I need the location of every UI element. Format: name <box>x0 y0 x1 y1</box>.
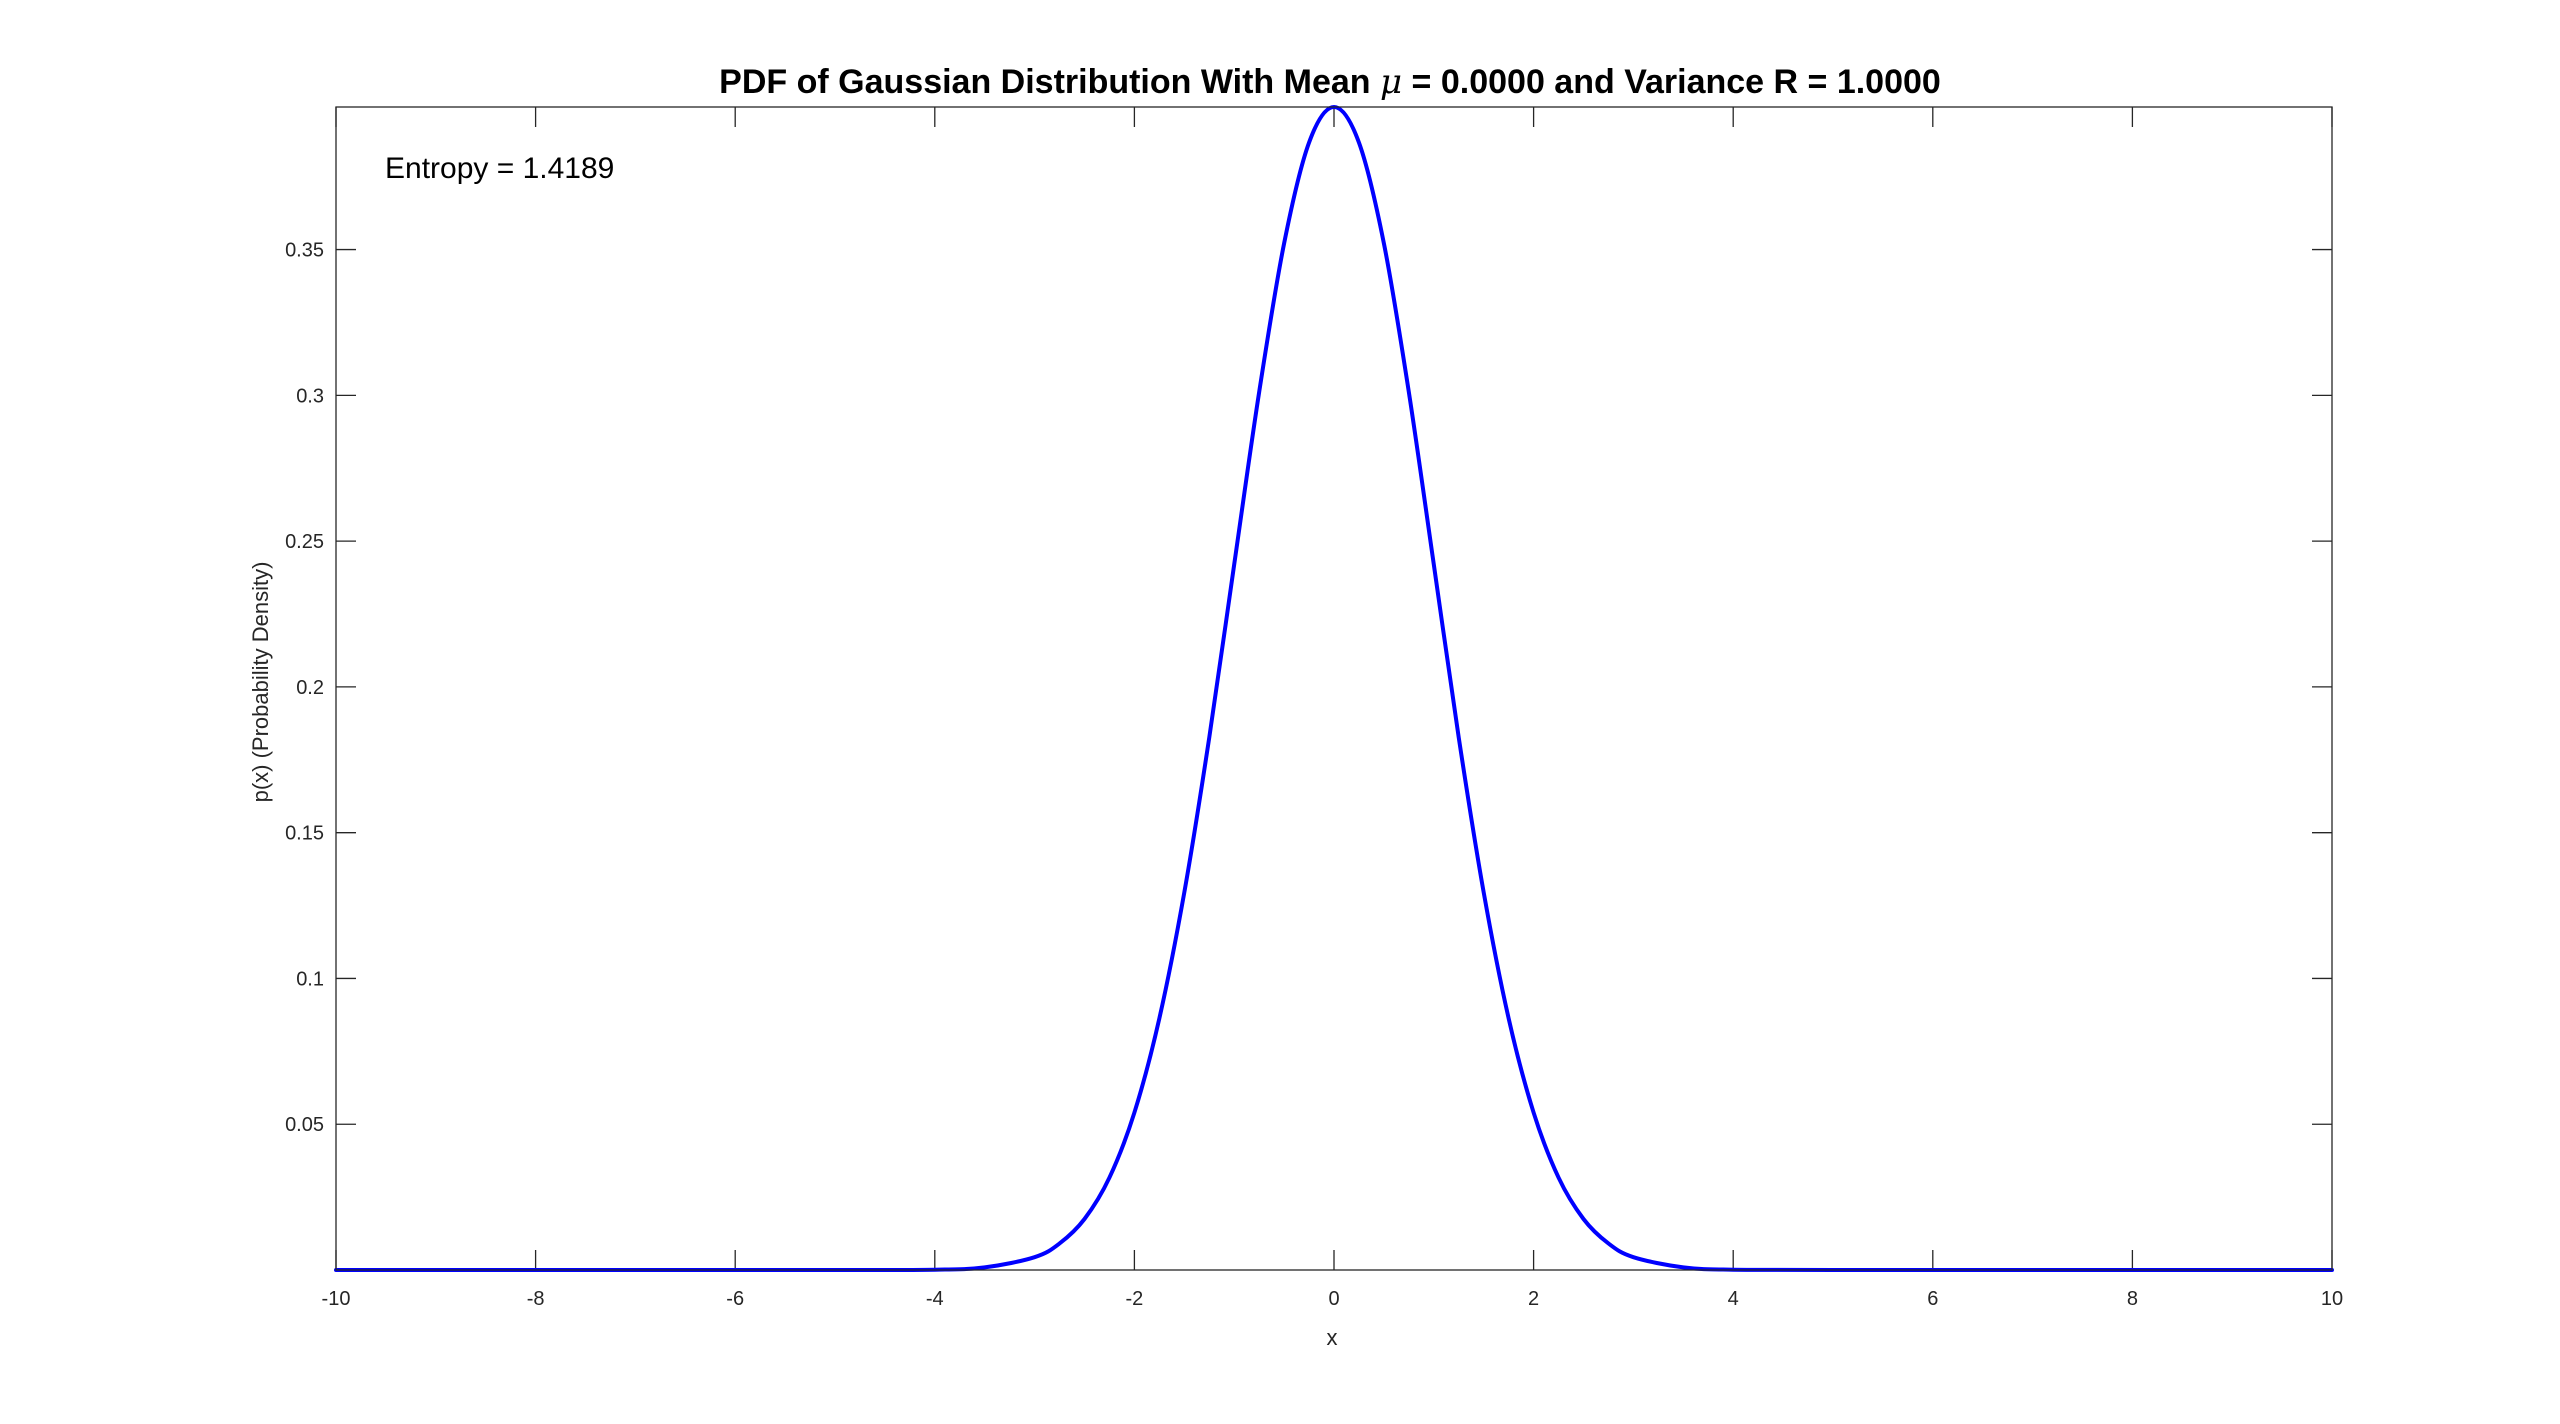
y-tick-label: 0.15 <box>285 823 324 845</box>
y-tick-label: 0.1 <box>296 968 324 990</box>
x-tick-label: 6 <box>1927 1288 1938 1310</box>
x-tick-label: 0 <box>1328 1288 1339 1310</box>
y-tick-label: 0.35 <box>285 240 324 262</box>
x-axis-title: x <box>1327 1325 1338 1350</box>
y-axis-title: p(x) (Probability Density) <box>248 562 273 803</box>
plot-area <box>336 107 2332 1270</box>
chart-title-prefix: PDF of Gaussian Distribution With Mean <box>719 63 1380 101</box>
tick-labels: -10 -8 -6 -4 -2 0 2 4 6 8 10 0.05 0.1 0.15 0.2 0.25 0.3 0… <box>285 240 2343 1310</box>
y-tick-label: 0.25 <box>285 531 324 553</box>
x-tick-label: -6 <box>726 1288 744 1310</box>
axes-box <box>335 106 2333 1271</box>
y-tick-label: 0.2 <box>296 677 324 699</box>
y-tick-label: 0.3 <box>296 385 324 407</box>
x-tick-label: -10 <box>322 1288 351 1310</box>
chart-title: PDF of Gaussian Distribution With Mean μ… <box>719 62 1941 102</box>
chart-title-suffix: = 0.0000 and Variance R = 1.0000 <box>1402 63 1941 101</box>
y-tick-label: 0.05 <box>285 1114 324 1136</box>
x-tick-label: 2 <box>1528 1288 1539 1310</box>
x-tick-label: -4 <box>926 1288 944 1310</box>
x-tick-label: -2 <box>1126 1288 1144 1310</box>
x-tick-label: -8 <box>527 1288 545 1310</box>
entropy-annotation: Entropy = 1.4189 <box>385 152 614 185</box>
x-tick-label: 8 <box>2127 1288 2138 1310</box>
x-tick-label: 4 <box>1728 1288 1739 1310</box>
chart-title-mu-symbol: μ <box>1380 62 1402 102</box>
x-tick-label: 10 <box>2321 1288 2343 1310</box>
